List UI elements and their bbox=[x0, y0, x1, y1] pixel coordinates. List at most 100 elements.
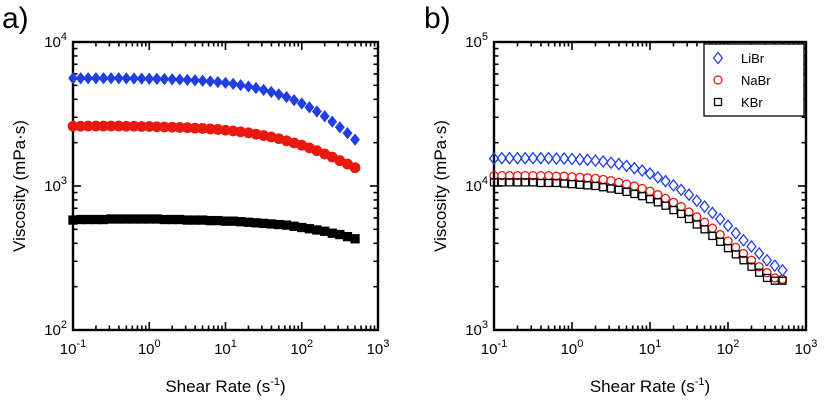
data-point bbox=[762, 268, 772, 278]
data-point bbox=[91, 72, 101, 85]
data-point bbox=[197, 74, 208, 87]
data-point bbox=[753, 246, 765, 261]
data-point bbox=[129, 72, 139, 85]
data-point bbox=[621, 179, 632, 189]
data-point bbox=[637, 183, 647, 194]
data-point bbox=[684, 214, 694, 224]
data-point bbox=[668, 197, 679, 207]
data-point bbox=[669, 205, 678, 215]
series-libr bbox=[68, 72, 360, 146]
data-point bbox=[327, 115, 338, 128]
data-point bbox=[349, 162, 361, 174]
data-point bbox=[182, 73, 193, 86]
legend-label: KBr bbox=[741, 95, 763, 110]
data-point bbox=[559, 171, 569, 181]
x-tick-label: 102 bbox=[290, 338, 313, 358]
data-point bbox=[327, 228, 337, 238]
data-point bbox=[182, 215, 193, 225]
data-point bbox=[251, 81, 261, 95]
y-tick-label: 103 bbox=[44, 175, 67, 195]
panel-label: b) bbox=[424, 2, 451, 35]
data-point bbox=[113, 72, 124, 85]
data-point bbox=[258, 218, 269, 229]
data-point bbox=[660, 193, 671, 204]
data-point bbox=[715, 229, 725, 240]
data-point bbox=[629, 161, 640, 175]
x-tick-label: 10-1 bbox=[60, 338, 86, 358]
data-point bbox=[296, 97, 307, 110]
data-point bbox=[106, 72, 117, 85]
data-point bbox=[544, 178, 553, 188]
x-tick-label: 100 bbox=[561, 338, 584, 358]
data-point bbox=[747, 262, 756, 271]
data-point bbox=[228, 77, 239, 91]
data-point bbox=[335, 229, 345, 240]
series-nabr bbox=[67, 120, 361, 174]
data-point bbox=[197, 215, 208, 225]
x-tick-label: 101 bbox=[214, 338, 237, 358]
data-point bbox=[574, 152, 586, 166]
data-point bbox=[535, 151, 547, 165]
data-point bbox=[661, 201, 670, 210]
data-point bbox=[136, 72, 147, 85]
data-point bbox=[543, 151, 554, 165]
data-point bbox=[723, 244, 733, 253]
panel-label: a) bbox=[2, 2, 29, 35]
data-point bbox=[488, 152, 500, 166]
data-point bbox=[660, 174, 671, 188]
data-point bbox=[691, 194, 703, 208]
data-point bbox=[708, 231, 717, 241]
data-point bbox=[582, 173, 593, 183]
data-point bbox=[151, 72, 162, 85]
data-point bbox=[106, 214, 116, 224]
data-point bbox=[159, 214, 170, 225]
data-point bbox=[567, 172, 577, 182]
data-point bbox=[590, 173, 601, 184]
x-tick-label: 102 bbox=[717, 338, 740, 358]
data-point bbox=[68, 72, 78, 85]
data-point bbox=[668, 178, 679, 192]
data-point bbox=[235, 217, 246, 227]
data-point bbox=[770, 273, 780, 283]
data-point bbox=[770, 276, 779, 285]
data-point bbox=[714, 212, 726, 226]
data-point bbox=[98, 72, 109, 85]
data-point bbox=[722, 219, 734, 233]
legend-marker bbox=[713, 97, 723, 107]
data-point bbox=[645, 186, 655, 196]
series-kbr bbox=[68, 214, 360, 244]
y-tick-label: 102 bbox=[44, 319, 67, 339]
legend-marker bbox=[712, 51, 724, 65]
y-tick-label: 104 bbox=[44, 31, 67, 51]
data-point bbox=[319, 110, 330, 123]
data-point bbox=[755, 268, 764, 277]
data-point bbox=[731, 250, 740, 259]
data-point bbox=[653, 190, 663, 200]
data-point bbox=[716, 237, 725, 246]
data-point bbox=[638, 192, 647, 201]
data-point bbox=[512, 151, 523, 165]
data-point bbox=[274, 219, 284, 230]
data-point bbox=[606, 184, 616, 193]
data-point bbox=[527, 151, 539, 165]
data-point bbox=[700, 225, 709, 234]
data-point bbox=[167, 73, 178, 86]
x-axis-title: Shear Rate (s-1) bbox=[165, 376, 285, 396]
data-point bbox=[75, 72, 86, 85]
x-tick-label: 101 bbox=[639, 338, 662, 358]
data-point bbox=[692, 212, 702, 222]
y-tick-label: 103 bbox=[465, 319, 488, 339]
data-point bbox=[213, 215, 223, 226]
data-point bbox=[644, 167, 656, 181]
data-point bbox=[536, 178, 545, 188]
data-point bbox=[496, 151, 508, 165]
y-axis-title: Viscosity (mPa·s) bbox=[10, 120, 29, 252]
data-point bbox=[281, 90, 292, 104]
legend-label: NaBr bbox=[741, 73, 771, 88]
y-tick-label: 104 bbox=[465, 175, 488, 195]
data-point bbox=[652, 170, 664, 184]
data-point bbox=[746, 239, 757, 254]
data-point bbox=[505, 178, 514, 187]
data-point bbox=[159, 72, 170, 86]
